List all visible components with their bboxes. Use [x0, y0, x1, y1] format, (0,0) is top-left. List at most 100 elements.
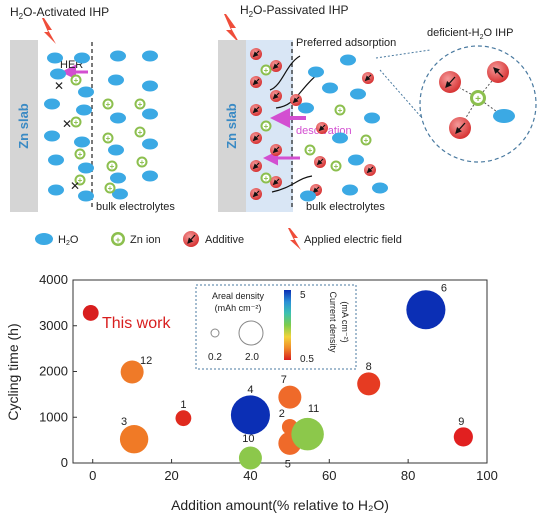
bulk-label-left: bulk electrolytes [96, 201, 175, 213]
zn-ion-icon: + [102, 98, 114, 110]
point-label: 10 [242, 433, 254, 445]
colorbar-unit: (mA cm⁻²) [340, 301, 350, 342]
additive-icon [250, 188, 262, 200]
svg-text:+: + [364, 136, 369, 145]
svg-text:+: + [138, 100, 143, 109]
point-label: 3 [121, 416, 127, 428]
water-icon [142, 80, 158, 92]
zoom-line [375, 49, 431, 59]
lightning-icon [42, 18, 56, 44]
water-icon [372, 182, 388, 194]
water-molecules: + + + + + + + + + + + [44, 50, 158, 202]
legend-water: H2O [58, 234, 79, 247]
water-icon [112, 188, 128, 200]
zn-ion-icon: + [70, 116, 82, 128]
point-label: 5 [285, 458, 291, 470]
zn-ion-icon: + [330, 160, 342, 172]
data-point [230, 395, 270, 435]
water-icon [342, 184, 358, 196]
point-label: 2 [279, 408, 285, 420]
svg-text:+: + [264, 174, 269, 183]
cross-mark: ✕ [70, 179, 80, 193]
water-icon [142, 50, 158, 62]
data-point [175, 410, 192, 427]
panel-activated-ihp: H2O-Activated IHP Zn slab HER ++ ++++++ ++… [10, 5, 175, 213]
water-icon [300, 190, 316, 202]
x-tick-label: 20 [164, 468, 178, 483]
zn-ion-icon: + [70, 74, 82, 86]
additive-icon [250, 104, 262, 116]
y-axis-label: Cycling time (h) [5, 323, 21, 420]
zn-ion-icon: + [470, 90, 486, 106]
water-icon [108, 74, 124, 86]
water-icon [298, 102, 314, 114]
water-icon [74, 52, 90, 64]
water-icon [48, 154, 64, 166]
x-tick-label: 0 [89, 468, 96, 483]
svg-text:+: + [308, 146, 313, 155]
y-tick-label: 2000 [39, 364, 68, 379]
svg-text:+: + [138, 128, 143, 137]
adsorption-path [271, 175, 313, 193]
point-label: 7 [281, 374, 287, 386]
panel-middle-title: H2O-Passivated IHP [240, 3, 349, 19]
water-icon [348, 154, 364, 166]
svg-text:+: + [106, 100, 111, 109]
zn-ion-icon: + [304, 144, 316, 156]
point-label: 4 [247, 384, 253, 396]
water-icon [50, 68, 66, 80]
zn-ion-icon: + [134, 98, 146, 110]
point-label: 9 [458, 416, 464, 428]
water-icon [47, 52, 63, 64]
additive-icon [270, 90, 282, 102]
additive-icon [250, 48, 262, 60]
water-icon [332, 132, 348, 144]
svg-text:+: + [106, 134, 111, 143]
cross-mark: ✕ [62, 117, 72, 131]
colorbar-min: 0.5 [300, 354, 314, 365]
adsorption-path [269, 55, 301, 91]
point-label: 12 [140, 355, 152, 367]
schematic-legend: H2O + Zn ion Additive Applied electric f… [35, 228, 402, 250]
point-label: 1 [180, 399, 186, 411]
water-icon [142, 108, 158, 120]
zn-ion-icon: + [74, 148, 86, 160]
x-tick-label: 60 [322, 468, 336, 483]
x-axis-label: Addition amount(% relative to H₂O) [171, 497, 389, 513]
particles: + + + + + + + [250, 48, 388, 202]
water-icon [110, 50, 126, 62]
data-point [120, 360, 144, 384]
additive-icon [364, 164, 376, 176]
x-tick-label: 100 [476, 468, 498, 483]
zn-slab [218, 40, 246, 212]
additive-icon [270, 144, 282, 156]
water-icon [76, 104, 92, 116]
water-icon [48, 184, 64, 196]
water-icon [142, 138, 158, 150]
size-legend-small-label: 0.2 [208, 352, 222, 363]
colorbar-title: Current density [328, 291, 338, 353]
additive-icon [290, 94, 302, 106]
water-icon [44, 98, 60, 110]
water-icon [493, 109, 515, 123]
data-point [291, 417, 324, 451]
panel-left-title: H2O-Activated IHP [10, 5, 109, 21]
water-icon [35, 233, 53, 245]
additive-icon [449, 117, 471, 139]
zn-slab-label: Zn slab [16, 103, 31, 149]
y-tick-label: 0 [61, 455, 68, 470]
additive-icon [270, 60, 282, 72]
data-point [357, 372, 381, 396]
colorbar-max: 5 [300, 290, 306, 301]
zn-ion-icon: + [260, 64, 272, 76]
water-icon [108, 144, 124, 156]
water-icon [322, 82, 338, 94]
zn-ion-icon: + [136, 156, 148, 168]
adsorption-label: Preferred adsorption [296, 37, 396, 49]
zn-ion-icon: + [134, 126, 146, 138]
point-label: 11 [308, 403, 319, 415]
zn-ion-icon: + [102, 132, 114, 144]
additive-icon [487, 61, 509, 83]
size-legend-small [210, 328, 220, 338]
